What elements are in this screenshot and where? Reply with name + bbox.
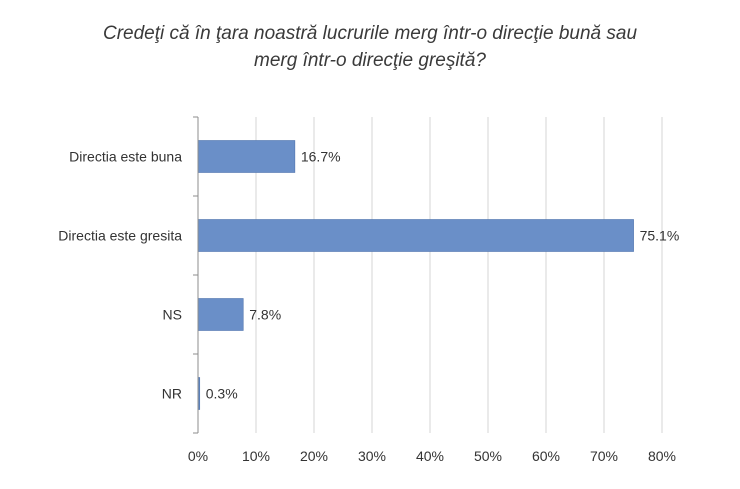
x-tick-label-4: 40% xyxy=(416,448,444,464)
category-label-1: Directia este gresita xyxy=(58,228,182,244)
data-label-3: 0.3% xyxy=(206,386,238,402)
x-tick-label-8: 80% xyxy=(648,448,676,464)
category-label-2: NS xyxy=(163,307,182,323)
x-tick-label-5: 50% xyxy=(474,448,502,464)
x-tick-label-0: 0% xyxy=(188,448,208,464)
data-label-2: 7.8% xyxy=(249,307,281,323)
x-tick-label-7: 70% xyxy=(590,448,618,464)
bar-2 xyxy=(197,298,244,331)
category-label-3: NR xyxy=(162,386,182,402)
chart-title-line-1: Credeţi că în ţara noastră lucrurile mer… xyxy=(102,23,638,44)
chart-title: Credeţi că în ţara noastră lucrurile mer… xyxy=(0,20,740,74)
bar-1 xyxy=(197,219,634,252)
x-tick-label-3: 30% xyxy=(358,448,386,464)
chart-title-line-2: merg într-o direcţie greşită? xyxy=(254,50,486,71)
category-label-0: Directia este buna xyxy=(69,149,182,165)
data-label-0: 16.7% xyxy=(301,149,341,165)
x-tick-label-6: 60% xyxy=(532,448,560,464)
bar-0 xyxy=(197,140,296,173)
x-tick-label-1: 10% xyxy=(242,448,270,464)
x-tick-label-2: 20% xyxy=(300,448,328,464)
data-label-1: 75.1% xyxy=(640,228,680,244)
